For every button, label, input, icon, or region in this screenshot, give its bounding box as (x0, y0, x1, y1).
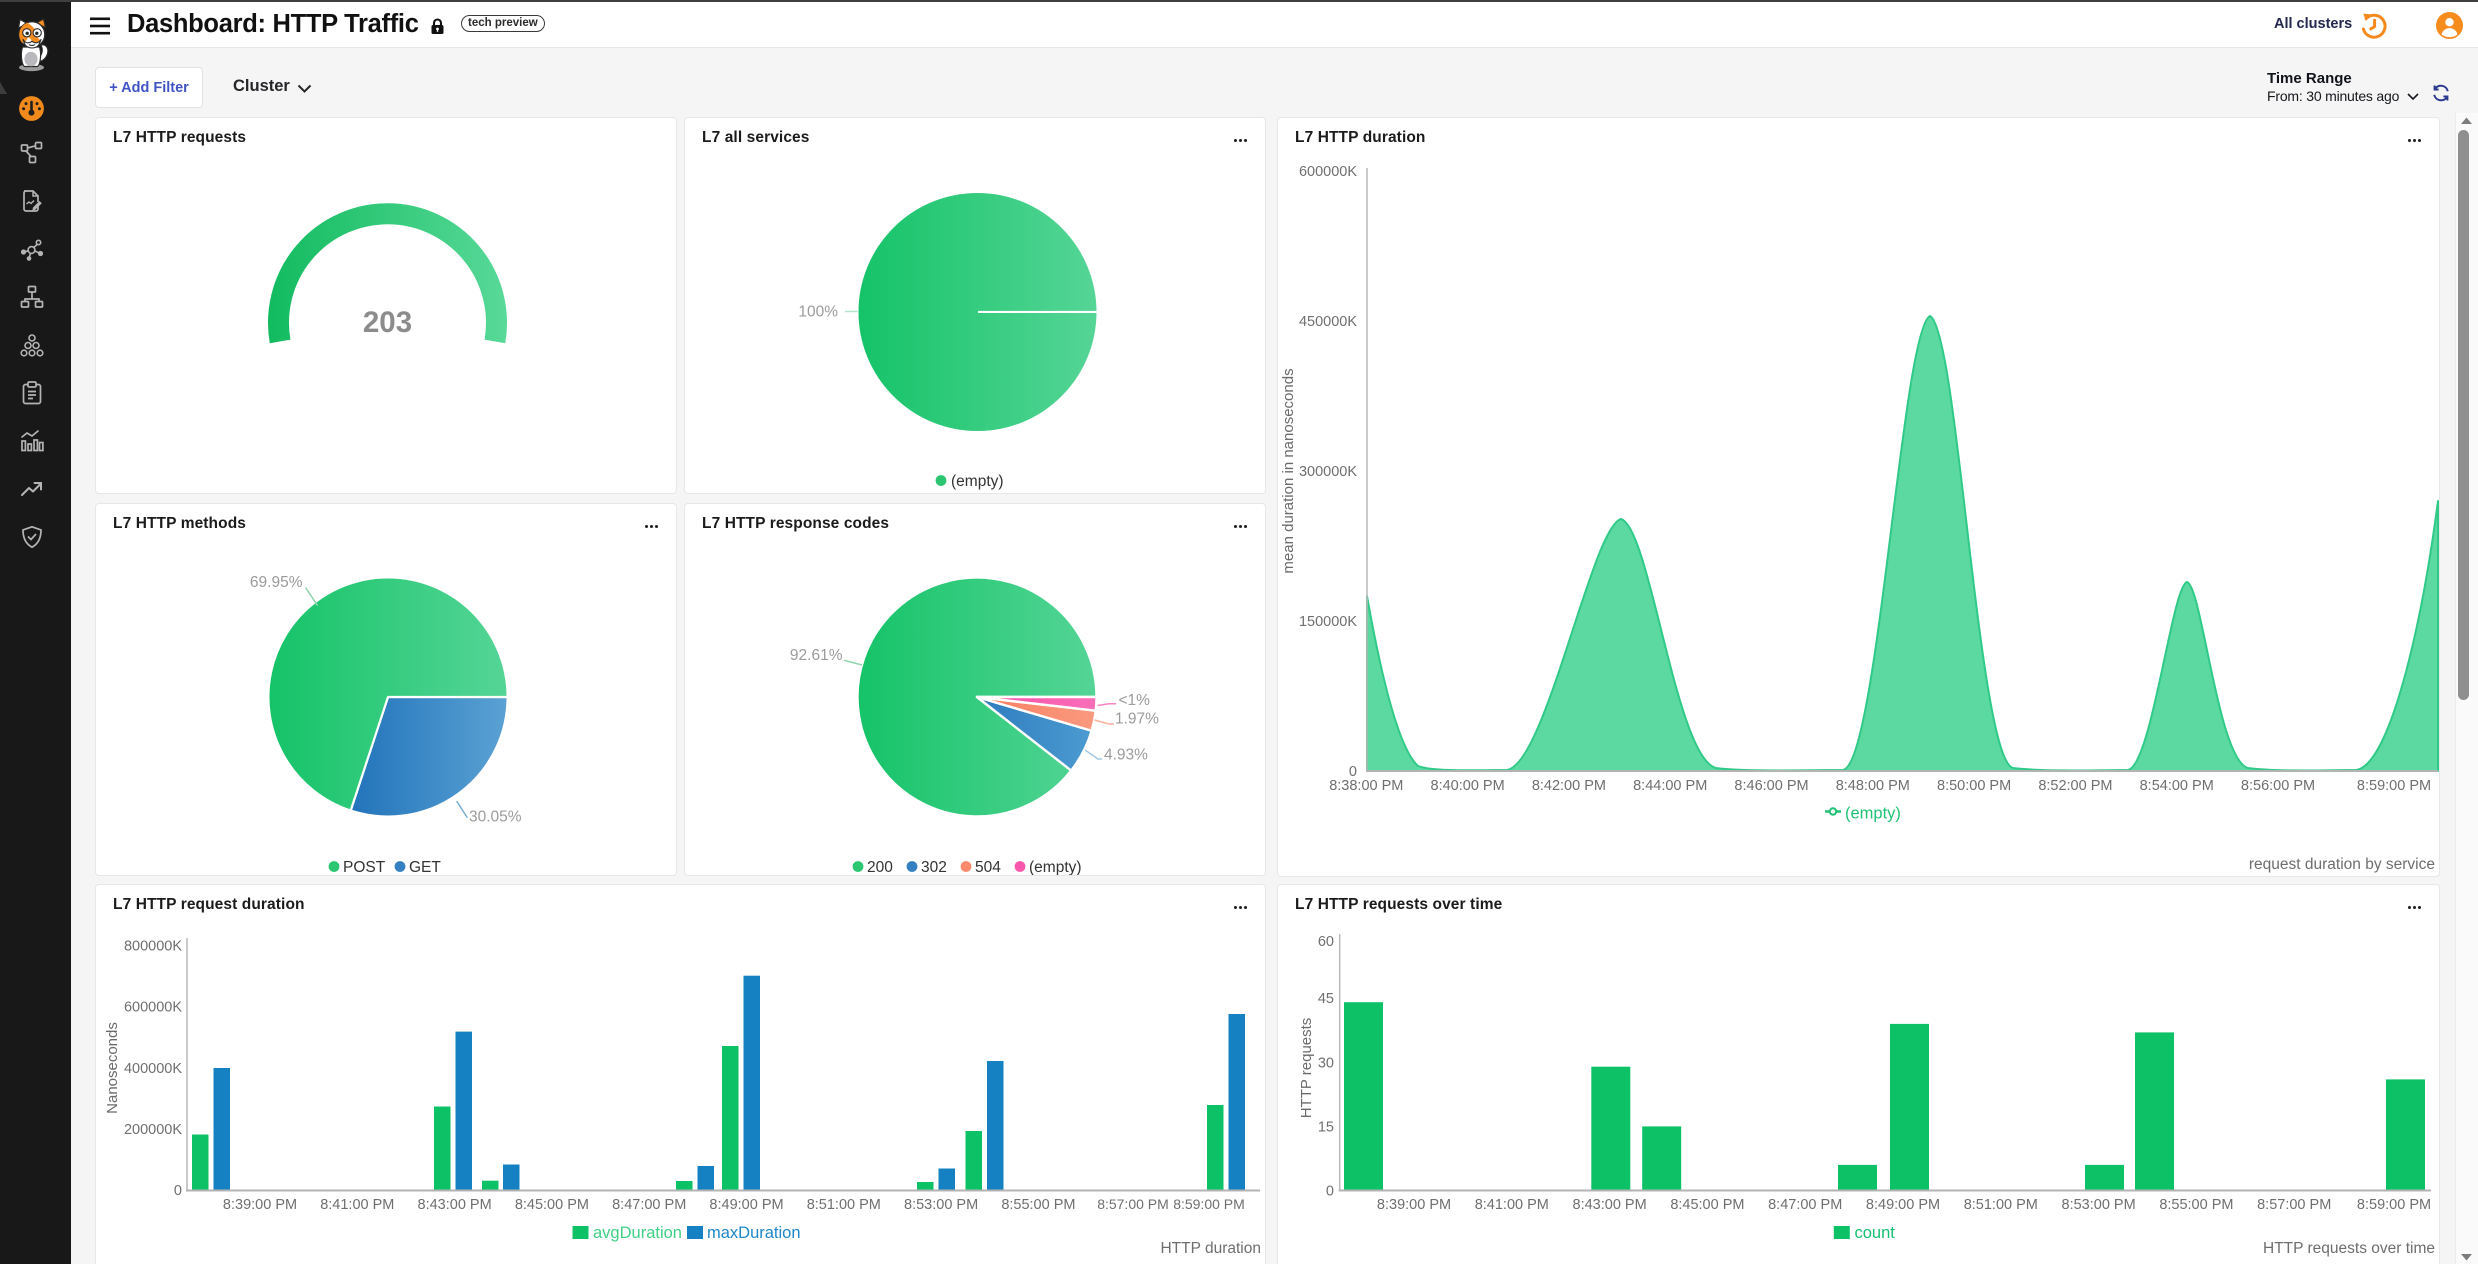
svg-text:8:41:00 PM: 8:41:00 PM (1475, 1197, 1549, 1213)
svg-text:8:48:00 PM: 8:48:00 PM (1836, 778, 1910, 794)
svg-text:8:43:00 PM: 8:43:00 PM (418, 1197, 492, 1213)
svg-text:8:50:00 PM: 8:50:00 PM (1937, 778, 2011, 794)
svg-text:maxDuration: maxDuration (707, 1224, 801, 1242)
svg-text:300000K: 300000K (1299, 464, 1357, 480)
svg-text:8:47:00 PM: 8:47:00 PM (612, 1197, 686, 1213)
svg-text:200000K: 200000K (124, 1122, 182, 1138)
svg-text:avgDuration: avgDuration (593, 1224, 682, 1242)
svg-text:8:44:00 PM: 8:44:00 PM (1633, 778, 1707, 794)
svg-text:mean duration in nanoseconds: mean duration in nanoseconds (1280, 368, 1297, 573)
svg-text:(empty): (empty) (951, 473, 1004, 490)
svg-text:HTTP requests: HTTP requests (1298, 1018, 1315, 1119)
svg-text:8:55:00 PM: 8:55:00 PM (1001, 1197, 1075, 1213)
svg-text:302: 302 (921, 859, 947, 875)
svg-text:600000K: 600000K (124, 1000, 182, 1016)
svg-text:8:57:00 PM: 8:57:00 PM (1097, 1196, 1169, 1212)
svg-text:30: 30 (1318, 1055, 1334, 1071)
svg-text:count: count (1855, 1224, 1896, 1242)
svg-text:8:49:00 PM: 8:49:00 PM (1866, 1197, 1940, 1213)
svg-text:200: 200 (867, 859, 893, 875)
svg-text:600000K: 600000K (1299, 164, 1357, 180)
svg-text:8:45:00 PM: 8:45:00 PM (1670, 1197, 1744, 1213)
svg-text:8:41:00 PM: 8:41:00 PM (320, 1197, 394, 1213)
svg-text:800000K: 800000K (124, 939, 182, 955)
svg-text:60: 60 (1318, 934, 1334, 950)
svg-text:100%: 100% (798, 304, 838, 321)
svg-text:8:39:00 PM: 8:39:00 PM (1377, 1197, 1451, 1213)
svg-text:150000K: 150000K (1299, 614, 1357, 630)
svg-text:92.61%: 92.61% (790, 647, 843, 664)
svg-text:(empty): (empty) (1029, 859, 1082, 875)
svg-text:0: 0 (1349, 764, 1357, 780)
svg-text:GET: GET (409, 859, 441, 875)
svg-text:400000K: 400000K (124, 1061, 182, 1077)
svg-text:8:53:00 PM: 8:53:00 PM (904, 1197, 978, 1213)
svg-text:8:43:00 PM: 8:43:00 PM (1573, 1197, 1647, 1213)
svg-text:450000K: 450000K (1299, 314, 1357, 330)
svg-text:30.05%: 30.05% (469, 809, 522, 826)
svg-text:8:59:00 PM: 8:59:00 PM (2357, 1197, 2431, 1213)
svg-text:15: 15 (1318, 1119, 1334, 1135)
svg-text:8:45:00 PM: 8:45:00 PM (515, 1197, 589, 1213)
svg-text:8:40:00 PM: 8:40:00 PM (1431, 778, 1505, 794)
svg-text:POST: POST (343, 859, 386, 875)
svg-text:<1%: <1% (1119, 692, 1151, 709)
svg-text:8:39:00 PM: 8:39:00 PM (223, 1197, 297, 1213)
svg-text:8:59:00 PM: 8:59:00 PM (2357, 778, 2431, 794)
svg-text:8:49:00 PM: 8:49:00 PM (709, 1197, 783, 1213)
svg-text:8:47:00 PM: 8:47:00 PM (1768, 1197, 1842, 1213)
svg-text:0: 0 (1326, 1184, 1334, 1200)
svg-text:8:52:00 PM: 8:52:00 PM (2038, 778, 2112, 794)
svg-text:8:59:00 PM: 8:59:00 PM (1173, 1196, 1245, 1212)
svg-text:Nanoseconds: Nanoseconds (104, 1022, 121, 1114)
svg-text:8:57:00 PM: 8:57:00 PM (2257, 1197, 2331, 1213)
svg-text:8:56:00 PM: 8:56:00 PM (2241, 778, 2315, 794)
svg-text:8:42:00 PM: 8:42:00 PM (1532, 778, 1606, 794)
svg-text:1.97%: 1.97% (1115, 711, 1159, 728)
svg-text:4.93%: 4.93% (1104, 747, 1148, 764)
svg-text:8:54:00 PM: 8:54:00 PM (2140, 778, 2214, 794)
svg-text:203: 203 (363, 306, 412, 339)
svg-text:0: 0 (174, 1183, 182, 1199)
svg-text:(empty): (empty) (1845, 805, 1901, 823)
svg-text:504: 504 (975, 859, 1001, 875)
svg-text:8:55:00 PM: 8:55:00 PM (2159, 1197, 2233, 1213)
svg-text:8:38:00 PM: 8:38:00 PM (1329, 778, 1403, 794)
svg-text:45: 45 (1318, 991, 1334, 1007)
svg-text:8:51:00 PM: 8:51:00 PM (807, 1197, 881, 1213)
svg-text:8:53:00 PM: 8:53:00 PM (2062, 1197, 2136, 1213)
svg-text:8:46:00 PM: 8:46:00 PM (1734, 778, 1808, 794)
svg-text:8:51:00 PM: 8:51:00 PM (1964, 1197, 2038, 1213)
svg-text:69.95%: 69.95% (250, 574, 303, 591)
